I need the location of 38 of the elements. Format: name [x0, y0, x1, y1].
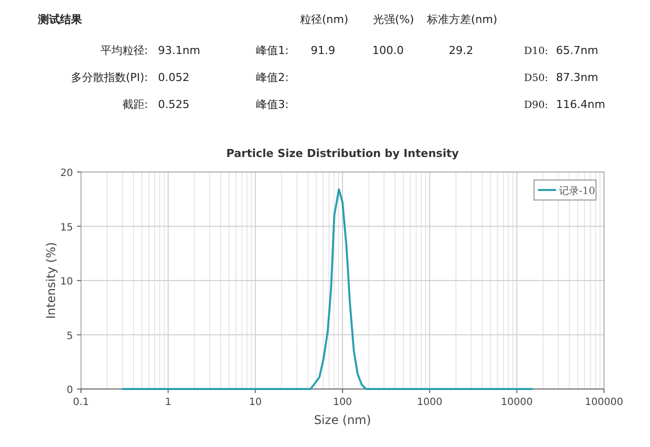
text: 粒径(nm): [300, 13, 348, 26]
text: 截距:: [122, 98, 148, 111]
x-tick-label: 10: [248, 397, 262, 408]
x-tick-label: 0.1: [73, 397, 89, 408]
x-tick-label: 1: [164, 397, 172, 408]
text: 峰值1:: [256, 44, 289, 57]
x-tick-label: 1000: [416, 397, 442, 408]
x-tick-label: 100000: [584, 397, 624, 408]
text: 标准方差(nm): [426, 13, 498, 26]
x-tick-label: 10000: [500, 397, 533, 408]
legend-label: 记录-10: [559, 185, 596, 197]
y-tick-label: 5: [66, 330, 73, 342]
text: 多分散指数(PI):: [70, 71, 148, 84]
y-axis-title: Intensity (%): [44, 242, 58, 319]
text: 116.4nm: [556, 98, 606, 111]
text: 光强(%): [373, 13, 414, 26]
text: 峰值2:: [256, 71, 289, 84]
text: 93.1nm: [158, 44, 200, 57]
y-tick-label: 10: [60, 276, 73, 288]
text: 91.9: [310, 44, 336, 57]
y-tick-label: 0: [66, 385, 73, 396]
y-tick-label: 15: [60, 222, 73, 234]
x-tick-label: 100: [332, 397, 352, 408]
y-tick-label: 20: [60, 168, 73, 179]
text: D50:: [524, 73, 548, 84]
text: 峰值3:: [256, 98, 289, 111]
text: 29.2: [448, 44, 474, 57]
text: 100.0: [372, 44, 404, 57]
chart-title: Particle Size Distribution by Intensity: [226, 147, 459, 160]
text: D10:: [524, 46, 548, 57]
x-axis-title: Size (nm): [314, 413, 372, 427]
text: 65.7nm: [556, 44, 598, 57]
text: 87.3nm: [556, 71, 598, 84]
text: 0.052: [158, 71, 190, 84]
text: 0.525: [158, 98, 190, 111]
text: 平均粒径:: [100, 44, 148, 57]
text: 测试结果: [37, 13, 83, 26]
text: D90:: [524, 100, 548, 111]
